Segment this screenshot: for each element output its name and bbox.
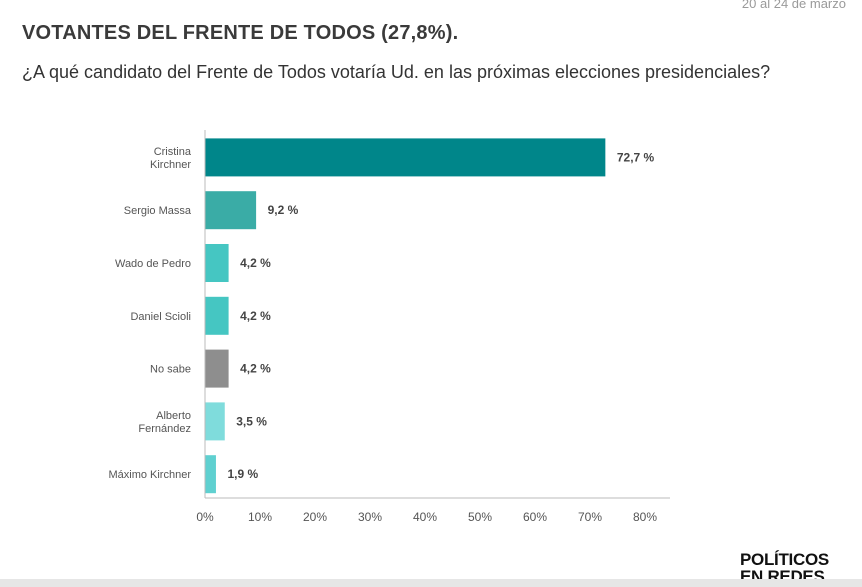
- date-label: 20 al 24 de marzo: [741, 0, 846, 11]
- data-label: 4,2 %: [240, 309, 271, 323]
- x-tick-label: 60%: [523, 510, 547, 524]
- data-label: 3,5 %: [236, 414, 267, 428]
- category-label: Alberto Fernández: [138, 410, 191, 435]
- x-tick-label: 20%: [303, 510, 327, 524]
- x-tick-label: 30%: [358, 510, 382, 524]
- data-label: 4,2 %: [240, 256, 271, 270]
- category-label: No sabe: [150, 364, 191, 376]
- x-tick-label: 50%: [468, 510, 492, 524]
- x-tick-label: 70%: [578, 510, 602, 524]
- bar-chart: 0% 10% 20% 30% 40% 50% 60% 70% 80% 72,7 % Cristina…: [108, 130, 670, 524]
- chart-subtitle: ¿A qué candidato del Frente de Todos vot…: [22, 62, 771, 82]
- chart-title: VOTANTES DEL FRENTE DE TODOS (27,8%).: [22, 22, 459, 44]
- x-tick-label: 10%: [248, 510, 272, 524]
- x-tick-label: 40%: [413, 510, 437, 524]
- data-label: 1,9 %: [227, 467, 258, 481]
- bar: [205, 244, 229, 282]
- category-label: Wado de Pedro: [115, 258, 191, 270]
- data-label: 9,2 %: [268, 203, 299, 217]
- category-label: Máximo Kirchner: [108, 469, 191, 481]
- data-label: 72,7 %: [617, 150, 655, 164]
- logo-line-1: POLÍTICOS: [740, 550, 829, 569]
- x-tick-label: 0%: [196, 510, 214, 524]
- category-label: Cristina Kirchner: [150, 146, 192, 171]
- category-label: Daniel Scioli: [130, 311, 191, 323]
- bar: [205, 455, 216, 494]
- bar: [205, 296, 229, 335]
- bar: [205, 349, 229, 388]
- bar: [205, 402, 225, 441]
- bottom-bar: [0, 579, 862, 587]
- data-label: 4,2 %: [240, 362, 271, 376]
- bar: [205, 138, 606, 177]
- category-label: Sergio Massa: [124, 205, 192, 217]
- x-tick-label: 80%: [633, 510, 657, 524]
- bar: [205, 191, 257, 230]
